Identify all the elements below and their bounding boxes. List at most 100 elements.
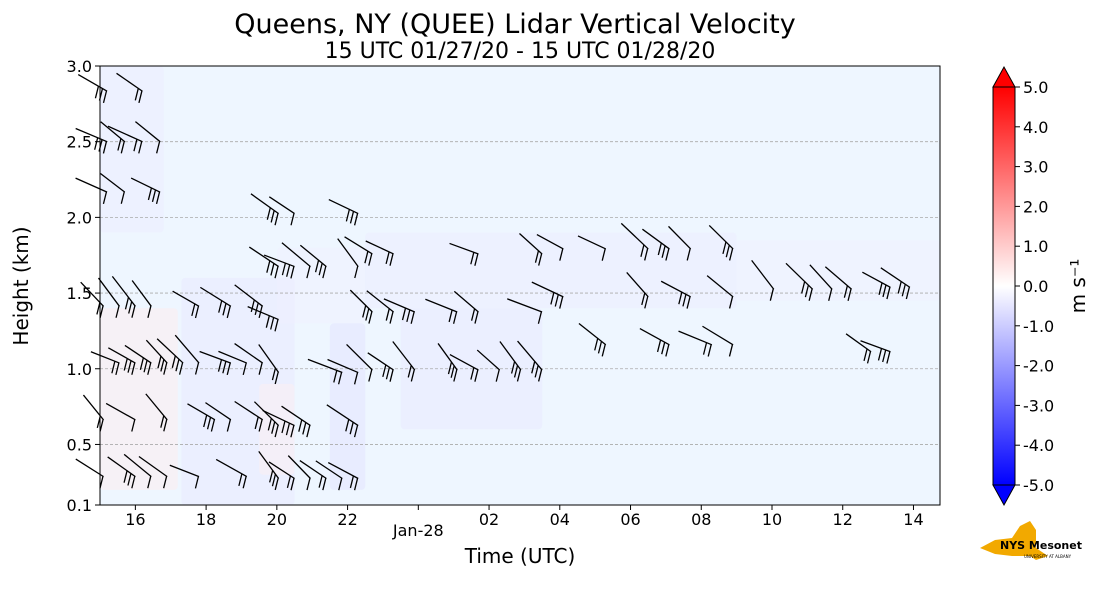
wind-barb (860, 340, 891, 364)
wind-barb (506, 298, 543, 324)
velocity-region (100, 66, 164, 233)
colorbar-tick-label: 3.0 (1023, 158, 1048, 177)
wind-barb (262, 409, 295, 438)
wind-barb (880, 267, 911, 300)
wind-barbs (75, 72, 911, 491)
velocity-region (181, 277, 295, 505)
wind-barb (392, 341, 416, 382)
wind-barb (135, 121, 161, 154)
wind-barb (476, 349, 501, 382)
wind-barb (234, 343, 264, 375)
wind-barb (578, 322, 607, 357)
colorbar: 5.0 4.0 3.0 2.0 1.0 0.0 -1.0 -2.0 -3.0 -4.0 -5.0 m… (992, 65, 1090, 507)
x-tick-label: 04 (550, 510, 570, 529)
wind-barb (124, 344, 152, 375)
wind-barb (425, 298, 458, 324)
x-tick-label: 10 (762, 510, 782, 529)
wind-barb (367, 352, 394, 382)
wind-barb (349, 289, 373, 324)
wind-barb (299, 460, 327, 491)
colorbar-label: m s⁻¹ (1066, 259, 1090, 314)
wind-barb (138, 455, 168, 489)
wind-barb (97, 277, 120, 318)
wind-barb (639, 327, 670, 357)
wind-barb (75, 458, 104, 489)
wind-barb (258, 450, 280, 491)
colorbar-tick-label: 5.0 (1023, 78, 1048, 97)
wind-barb (845, 333, 872, 364)
wind-barb (517, 340, 543, 382)
colorbar-tick-label: 4.0 (1023, 118, 1048, 137)
wind-barb (281, 405, 311, 438)
wind-barb (531, 281, 564, 309)
colorbar-tick-label: -4.0 (1023, 436, 1054, 455)
wind-barb (131, 280, 152, 318)
colorbar-ticks: 5.0 4.0 3.0 2.0 1.0 0.0 -1.0 -2.0 -3.0 -4.0 -5.0 (1015, 78, 1054, 495)
plot-area (75, 65, 941, 506)
wind-barb (169, 464, 200, 489)
wind-barb (174, 334, 200, 375)
y-tick-label: 3.0 (67, 57, 92, 76)
wind-barb (248, 246, 279, 279)
y-tick-label: 0.5 (67, 435, 92, 454)
y-axis: 0.1 0.5 1.0 1.5 2.0 2.5 3.0 (67, 57, 100, 515)
wind-barb (75, 127, 108, 154)
wind-barb (199, 350, 232, 376)
wind-barb (824, 266, 853, 301)
wind-barb (328, 198, 359, 226)
wind-barb (536, 233, 564, 261)
wind-barb (383, 298, 416, 324)
wind-barb (123, 453, 152, 489)
wind-barb (287, 455, 311, 491)
colorbar-tick-label: -1.0 (1023, 317, 1054, 336)
colorbar-tick-label: -5.0 (1023, 476, 1054, 495)
wind-barb (107, 456, 136, 489)
colorbar-extend-max (992, 65, 1016, 88)
wind-barb (234, 400, 264, 432)
wind-barb (660, 280, 691, 309)
wind-barb (100, 173, 126, 204)
wind-barb (668, 225, 692, 261)
wind-barb (100, 121, 126, 154)
y-tick-label: 1.5 (67, 284, 92, 303)
wind-barb (449, 353, 479, 382)
wind-barb (449, 242, 479, 266)
wind-barb (366, 290, 394, 324)
wind-barb (172, 290, 200, 319)
wind-barb (326, 404, 359, 438)
wind-barb (205, 402, 232, 432)
x-tick-label: 20 (267, 510, 287, 529)
y-tick-label: 2.0 (67, 208, 92, 227)
x-tick-label: 02 (479, 510, 499, 529)
colorbar-tick-label: -3.0 (1023, 396, 1054, 415)
chart-title: Queens, NY (QUEE) Lidar Vertical Velocit… (234, 9, 795, 40)
wind-barb (218, 350, 248, 376)
x-tick-label: 14 (903, 510, 923, 529)
x-axis: 16 18 20 22 Jan-28 02 04 06 08 10 12 14 (125, 505, 924, 540)
wind-barb (299, 244, 327, 279)
colorbar-tick-label: 1.0 (1023, 237, 1048, 256)
nys-mesonet-logo: NYS Mesonet UNIVERSITY AT ALBANY (980, 521, 1082, 560)
logo-title: NYS Mesonet (1000, 539, 1082, 552)
plot-background (100, 66, 940, 505)
wind-barb (346, 343, 373, 382)
wind-barb (200, 286, 232, 319)
wind-barb (519, 233, 543, 266)
wind-barb (751, 259, 775, 301)
wind-barb (105, 402, 136, 432)
wind-barb (215, 458, 248, 489)
velocity-region (100, 308, 178, 490)
x-tick-label: Jan-28 (392, 521, 444, 540)
wind-barb (708, 225, 734, 261)
x-tick-label: 22 (337, 510, 357, 529)
wind-barb (702, 325, 734, 357)
colorbar-tick-label: 0.0 (1023, 277, 1048, 296)
wind-barb (247, 306, 279, 332)
wind-barb (187, 403, 216, 432)
x-tick-label: 08 (691, 510, 711, 529)
wind-barb (108, 347, 136, 375)
wind-barb (678, 330, 713, 357)
colorbar-extend-min (992, 484, 1016, 507)
wind-barb (337, 238, 359, 279)
wind-barb (642, 228, 670, 261)
